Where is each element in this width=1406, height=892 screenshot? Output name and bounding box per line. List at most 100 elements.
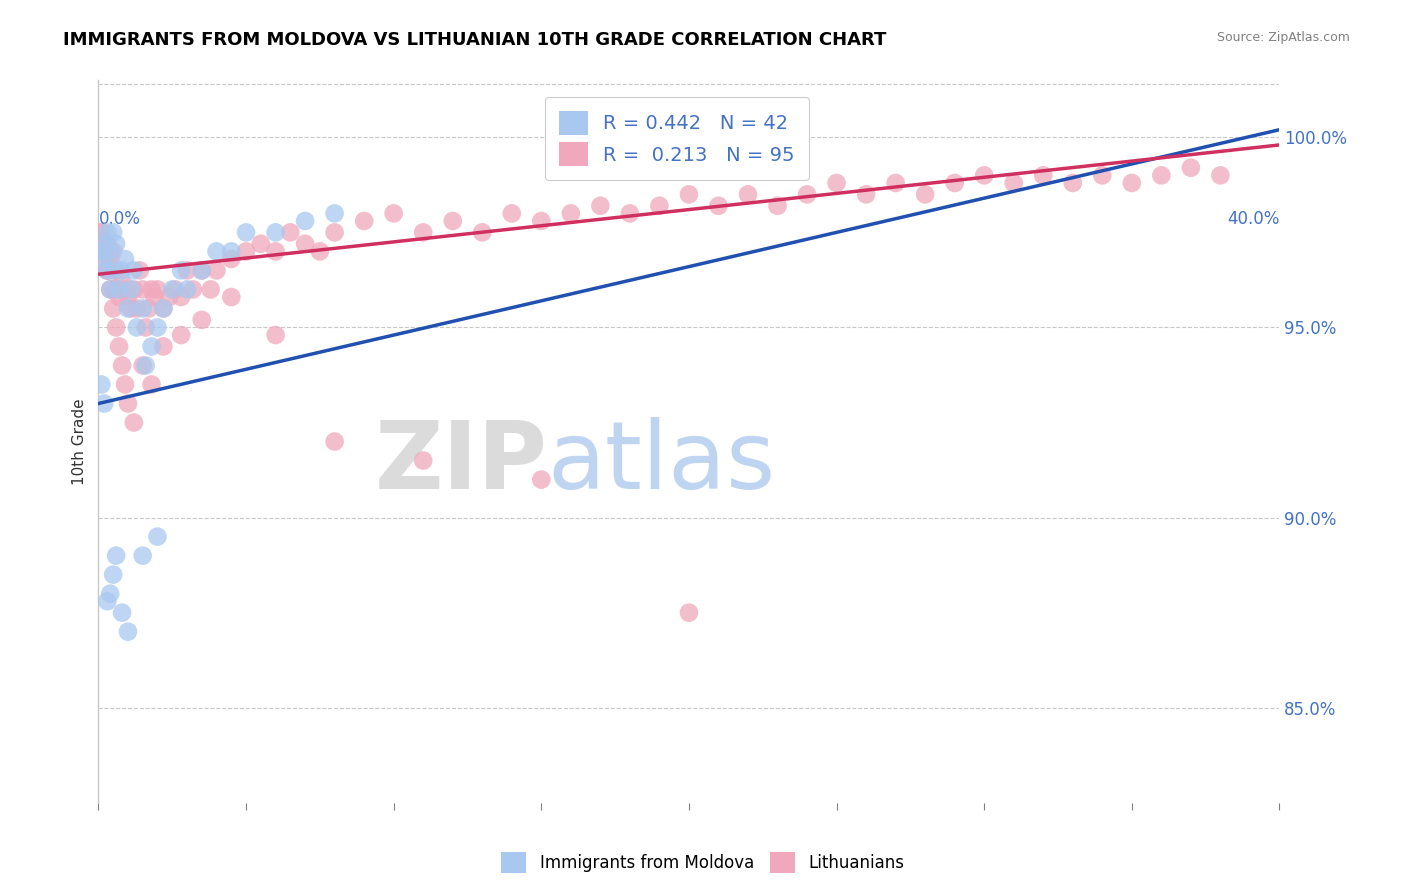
Point [560,206,582,220]
Point [108,282,131,296]
Point [96,263,118,277]
Point [114,377,136,392]
Point [221,244,243,259]
Point [125,301,148,316]
Point [132,301,155,316]
Point [323,206,346,220]
Text: Source: ZipAtlas.com: Source: ZipAtlas.com [1216,31,1350,45]
Point [589,199,612,213]
Point [170,263,193,277]
Text: ZIP: ZIP [374,417,547,509]
Point [264,244,287,259]
Point [111,275,134,289]
Point [93,244,115,259]
Text: atlas: atlas [547,417,776,509]
Point [678,606,700,620]
Point [105,320,128,334]
Point [96,594,118,608]
Point [98,282,121,296]
Point [93,396,115,410]
Point [98,263,121,277]
Point [105,263,128,277]
Legend: Immigrants from Moldova, Lithuanians: Immigrants from Moldova, Lithuanians [495,846,911,880]
Point [117,301,139,316]
Point [120,301,142,316]
Point [294,214,316,228]
Point [205,263,228,277]
Point [170,290,193,304]
Point [1180,161,1202,175]
Text: 40.0%: 40.0% [1227,211,1279,228]
Point [530,473,553,487]
Point [125,320,148,334]
Point [176,282,198,296]
Point [117,624,139,639]
Point [117,396,139,410]
Point [323,434,346,449]
Point [170,328,193,343]
Point [111,606,134,620]
Point [264,226,287,240]
Point [135,359,157,373]
Point [766,199,789,213]
Point [235,226,257,240]
Point [176,263,198,277]
Point [205,244,228,259]
Point [530,214,553,228]
Point [90,377,112,392]
Point [412,226,434,240]
Point [943,176,966,190]
Point [191,263,214,277]
Point [441,214,464,228]
Point [162,282,183,296]
Point [141,282,163,296]
Point [90,236,112,251]
Point [250,236,273,251]
Point [191,313,214,327]
Point [1002,176,1025,190]
Point [105,236,128,251]
Point [103,301,125,316]
Point [111,263,134,277]
Text: 0.0%: 0.0% [98,211,141,228]
Point [973,169,995,183]
Point [294,236,316,251]
Point [737,187,759,202]
Point [221,252,243,266]
Point [98,282,121,296]
Point [96,236,118,251]
Point [152,301,174,316]
Point [264,328,287,343]
Point [501,206,523,220]
Point [796,187,818,202]
Point [98,244,121,259]
Point [96,226,118,240]
Point [114,252,136,266]
Point [93,236,115,251]
Point [280,226,302,240]
Point [648,199,671,213]
Point [93,244,115,259]
Point [884,176,907,190]
Point [103,263,125,277]
Point [146,530,169,544]
Point [108,290,131,304]
Point [132,549,155,563]
Point [707,199,730,213]
Point [619,206,641,220]
Point [108,339,131,353]
Point [93,252,115,266]
Point [678,187,700,202]
Point [1032,169,1054,183]
Point [117,290,139,304]
Point [235,244,257,259]
Point [353,214,375,228]
Point [146,282,169,296]
Point [122,282,145,296]
Legend: R = 0.442   N = 42, R =  0.213   N = 95: R = 0.442 N = 42, R = 0.213 N = 95 [546,97,808,179]
Point [471,226,494,240]
Point [90,226,112,240]
Point [114,282,136,296]
Point [135,320,157,334]
Y-axis label: 10th Grade: 10th Grade [72,398,87,485]
